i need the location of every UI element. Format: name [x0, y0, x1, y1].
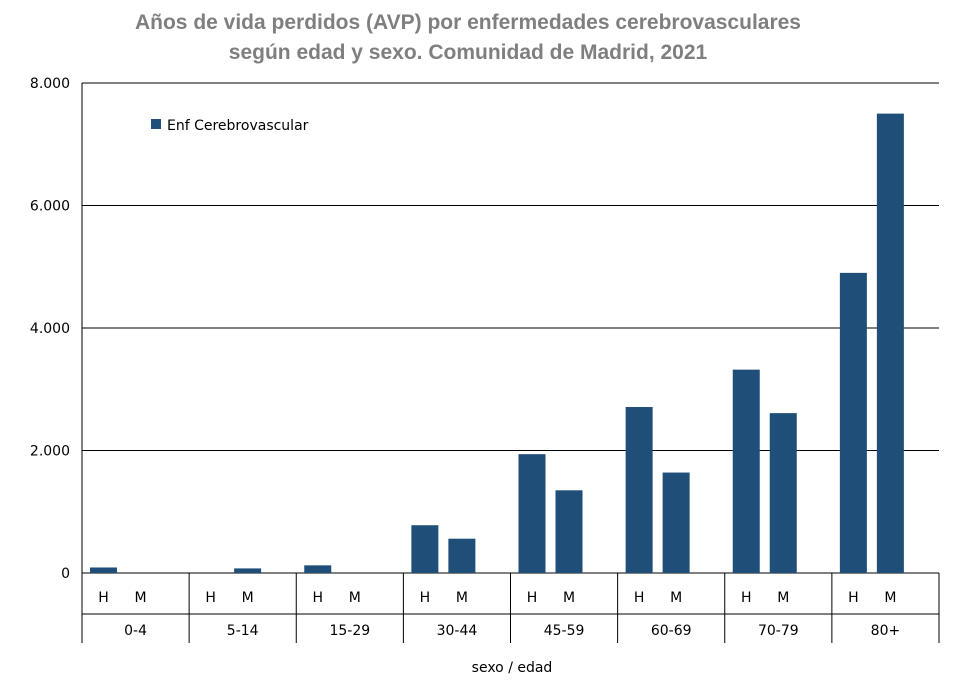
- sex-label: M: [242, 590, 254, 606]
- bar-80+-M: [876, 113, 904, 573]
- chart-title-line-2: según edad y sexo. Comunidad de Madrid, …: [228, 41, 708, 64]
- y-tick-label: 4.000: [30, 321, 70, 337]
- bar-80+-H: [839, 272, 867, 573]
- age-group-label: 15-29: [329, 623, 370, 639]
- legend-label: Enf Cerebrovascular: [167, 118, 309, 134]
- sex-label: M: [563, 590, 575, 606]
- age-group-label: 45-59: [544, 623, 585, 639]
- legend-swatch: [151, 119, 161, 129]
- chart-title: Años de vida perdidos (AVP) por enfermed…: [0, 8, 936, 68]
- bar-45-59-H: [518, 454, 546, 573]
- sex-label: M: [134, 590, 146, 606]
- bar-5-14-M: [234, 568, 262, 573]
- bar-70-79-H: [732, 369, 760, 573]
- bar-45-59-M: [555, 490, 583, 573]
- sex-label: H: [741, 590, 752, 606]
- age-group-label: 60-69: [651, 623, 692, 639]
- age-group-label: 5-14: [227, 623, 259, 639]
- sex-label: M: [456, 590, 468, 606]
- sex-label: H: [634, 590, 645, 606]
- chart-title-line-1: Años de vida perdidos (AVP) por enfermed…: [134, 11, 801, 34]
- y-tick-label: 6.000: [30, 199, 70, 215]
- gridlines: [81, 82, 939, 574]
- bar-70-79-M: [769, 413, 797, 573]
- bar-60-69-M: [662, 472, 690, 573]
- y-axis-ticks: 0 2.000 4.000 6.000 8.000: [30, 76, 70, 582]
- bar-60-69-H: [625, 407, 653, 573]
- bar-30-44-H: [411, 525, 439, 573]
- sex-label: H: [205, 590, 216, 606]
- age-group-label: 30-44: [437, 623, 478, 639]
- sex-label: M: [670, 590, 682, 606]
- bar-15-29-H: [304, 565, 332, 573]
- sex-label: H: [420, 590, 431, 606]
- age-group-label: 80+: [871, 623, 901, 639]
- sex-label: H: [98, 590, 109, 606]
- age-group-label: 0-4: [124, 623, 147, 639]
- sex-label: H: [527, 590, 538, 606]
- sex-label: M: [349, 590, 361, 606]
- bar-30-44-M: [448, 538, 476, 573]
- y-tick-label: 2.000: [30, 444, 70, 460]
- sex-label: H: [848, 590, 859, 606]
- x-axis: H M 0-4 H M 5-14 H M 15-29 H M 30-44 H M 45-59 H M 60-69 H…: [81, 573, 940, 643]
- sex-label: M: [884, 590, 896, 606]
- age-group-label: 70-79: [758, 623, 799, 639]
- sex-label: H: [312, 590, 323, 606]
- y-tick-label: 8.000: [30, 76, 70, 92]
- legend: Enf Cerebrovascular: [151, 118, 309, 134]
- bar-0-4-H: [90, 567, 117, 573]
- sex-label: M: [777, 590, 789, 606]
- bars: [90, 113, 904, 573]
- y-tick-label: 0: [61, 566, 70, 582]
- x-axis-label: sexo / edad: [472, 660, 553, 676]
